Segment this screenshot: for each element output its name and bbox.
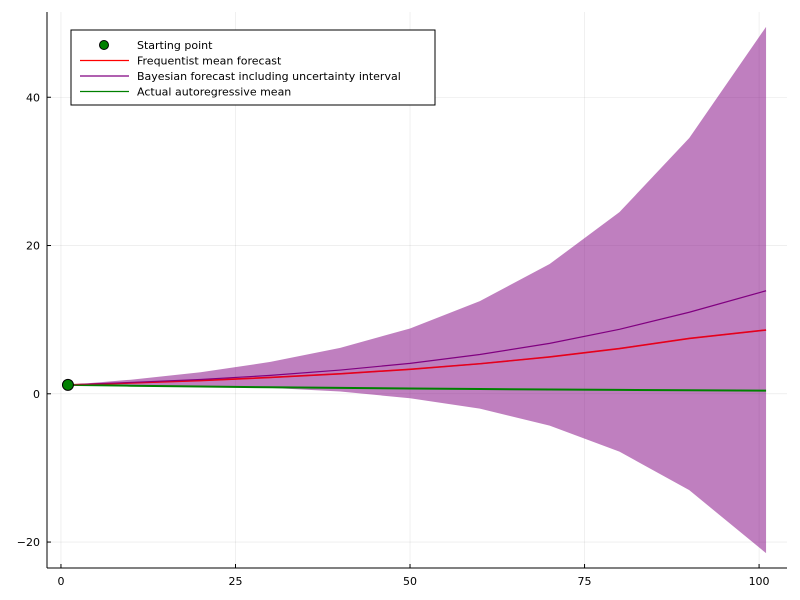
y-tick-label: −20	[17, 536, 40, 549]
y-tick-label: 0	[33, 388, 40, 401]
x-tick-label: 0	[57, 575, 64, 588]
legend-label: Actual autoregressive mean	[137, 86, 291, 99]
y-tick-label: 20	[26, 240, 40, 253]
legend: Starting point Frequentist mean forecast B…	[70, 29, 436, 106]
axis-layer	[46, 12, 787, 569]
uncertainty-interval-band	[67, 26, 767, 554]
bayesian-forecast-line	[67, 290, 767, 386]
actual-ar-mean-line	[67, 383, 767, 392]
legend-swatch-starting-point	[99, 40, 109, 50]
series-line-layer	[67, 290, 767, 392]
x-tick-label: 75	[578, 575, 592, 588]
x-tick-label: 25	[228, 575, 242, 588]
starting-point-layer	[61, 378, 74, 391]
frequentist-mean-overlay	[67, 329, 767, 386]
y-tick-label: 40	[26, 91, 40, 104]
legend-label: Bayesian forecast including uncertainty …	[137, 70, 401, 83]
tick-label-layer: 0 25 50 75 100 −20 0 20 40	[17, 91, 770, 588]
legend-label: Starting point	[137, 39, 213, 52]
legend-label: Frequentist mean forecast	[137, 55, 282, 68]
uncertainty-band-layer	[67, 26, 767, 554]
x-tick-label: 100	[749, 575, 770, 588]
x-tick-label: 50	[403, 575, 417, 588]
legend-box	[70, 29, 436, 106]
starting-point-marker	[61, 378, 74, 391]
